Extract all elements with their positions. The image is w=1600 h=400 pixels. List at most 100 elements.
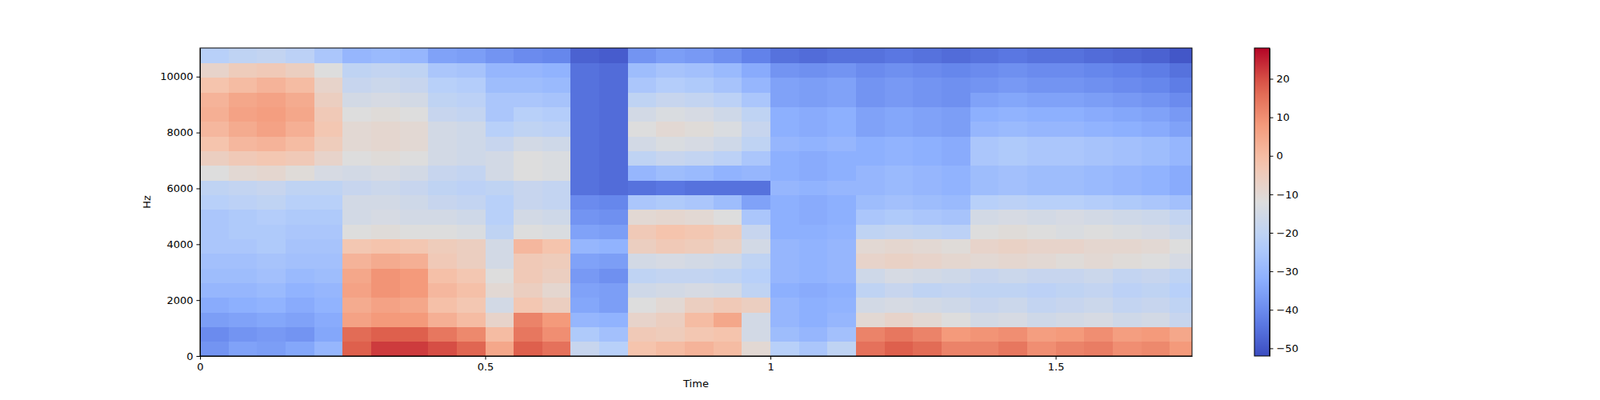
tick-mark (1269, 232, 1274, 234)
heatmap-cell (998, 136, 1028, 152)
heatmap-cell (456, 136, 486, 152)
heatmap-cell (314, 224, 344, 240)
heatmap-cell (1169, 194, 1192, 210)
heatmap-cell (513, 136, 543, 152)
heatmap-cell (970, 268, 1000, 284)
heatmap-cell (1141, 165, 1171, 181)
heatmap-cell (456, 297, 486, 313)
heatmap-cell (656, 238, 685, 254)
heatmap-cell (1112, 341, 1142, 356)
tick: −30 (1269, 265, 1299, 278)
heatmap-cell (542, 121, 572, 137)
heatmap-cell (770, 297, 800, 313)
heatmap-cell (570, 165, 600, 181)
heatmap-cell (599, 136, 628, 152)
tick-mark (1056, 356, 1057, 360)
heatmap-cell (542, 165, 572, 181)
heatmap-cell (485, 297, 515, 313)
heatmap-cell (884, 77, 914, 93)
heatmap-cell (599, 224, 628, 240)
heatmap-cell (941, 326, 971, 342)
heatmap-cell (998, 62, 1028, 78)
heatmap-cell (570, 209, 600, 225)
heatmap-cell (656, 209, 685, 225)
heatmap-cell (256, 62, 286, 78)
heatmap-cell (1112, 268, 1142, 284)
heatmap-cell (827, 62, 856, 78)
heatmap-cell (542, 224, 572, 240)
heatmap-cell (400, 77, 429, 93)
heatmap-cell (1084, 150, 1113, 166)
heatmap-cell (884, 253, 914, 269)
tick-label: −50 (1276, 342, 1299, 355)
heatmap-cell (998, 224, 1028, 240)
heatmap-cell (912, 326, 942, 342)
heatmap-cell (200, 165, 229, 181)
heatmap-cell (285, 224, 315, 240)
tick-mark (1269, 348, 1274, 349)
heatmap-cell (884, 92, 914, 108)
heatmap-cell (256, 224, 286, 240)
heatmap-cell (1084, 312, 1113, 328)
tick-label: 10 (1276, 111, 1291, 124)
heatmap-cell (1169, 150, 1192, 166)
heatmap-cell (656, 150, 685, 166)
heatmap-cell (1112, 62, 1142, 78)
heatmap-cell (485, 48, 515, 64)
heatmap-cell (485, 77, 515, 93)
tick-mark (1269, 194, 1274, 196)
heatmap-cell (884, 150, 914, 166)
heatmap-cell (400, 180, 429, 196)
heatmap-cell (827, 121, 856, 137)
heatmap-cell (228, 341, 258, 356)
heatmap-cell (400, 282, 429, 298)
heatmap-cell (400, 106, 429, 122)
tick: 1.5 (1048, 356, 1065, 373)
y-axis: 0200040006000800010000 (160, 48, 200, 363)
heatmap-cell (684, 224, 714, 240)
heatmap-cell (770, 326, 800, 342)
heatmap-cell (856, 253, 885, 269)
heatmap-cell (200, 238, 229, 254)
heatmap-cell (827, 312, 856, 328)
heatmap-cell (285, 253, 315, 269)
heatmap-cell (912, 136, 942, 152)
heatmap-cell (970, 165, 1000, 181)
heatmap-cell (314, 92, 344, 108)
heatmap-cell (371, 297, 400, 313)
heatmap-cell (599, 326, 628, 342)
heatmap-cell (1084, 253, 1113, 269)
heatmap-cell (656, 282, 685, 298)
heatmap-cell (1141, 209, 1171, 225)
heatmap-cell (400, 341, 429, 356)
heatmap-cell (912, 282, 942, 298)
heatmap-cell (856, 165, 885, 181)
heatmap-cell (542, 209, 572, 225)
heatmap-cell (827, 106, 856, 122)
heatmap-cell (856, 238, 885, 254)
heatmap-cell (799, 136, 828, 152)
heatmap-cell (200, 209, 229, 225)
heatmap-cell (513, 341, 543, 356)
heatmap-cell (314, 48, 344, 64)
heatmap-cell (513, 77, 543, 93)
heatmap-cell (684, 297, 714, 313)
tick-label: −20 (1276, 227, 1299, 240)
heatmap-cell (1112, 209, 1142, 225)
tick-mark (196, 132, 201, 134)
heatmap-cell (342, 150, 372, 166)
heatmap-cell (200, 62, 229, 78)
heatmap-cell (200, 92, 229, 108)
heatmap-cell (741, 165, 771, 181)
heatmap-cell (656, 194, 685, 210)
heatmap-cell (970, 136, 1000, 152)
heatmap-cell (1169, 180, 1192, 196)
heatmap-cell (856, 194, 885, 210)
heatmap-cell (1141, 180, 1171, 196)
heatmap-cell (799, 282, 828, 298)
heatmap-cell (770, 224, 800, 240)
heatmap-cell (941, 209, 971, 225)
heatmap-cell (400, 253, 429, 269)
heatmap-cell (342, 62, 372, 78)
heatmap-cell (998, 180, 1028, 196)
